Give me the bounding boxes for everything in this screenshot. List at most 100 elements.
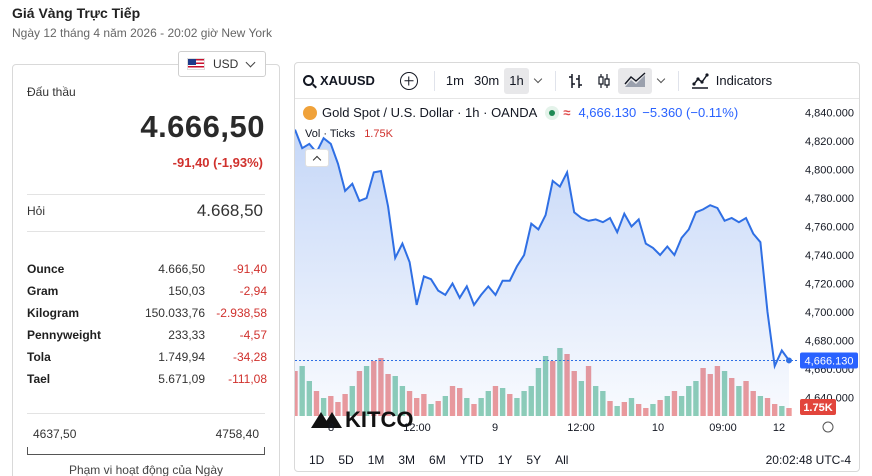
table-row: Tola 1.749,94 -34,28: [27, 346, 267, 368]
day-range-bar: [27, 447, 265, 455]
kitco-wordmark: KITCO: [345, 407, 413, 432]
price-line: [295, 129, 790, 370]
page-subtitle: Ngày 12 tháng 4 năm 2026 - 20:02 giờ New…: [12, 26, 273, 40]
table-row: Pennyweight 233,33 -4,57: [27, 324, 267, 346]
range-bar: 1D 5D 1M 3M 6M YTD 1Y 5Y All 20:02:48 UT…: [295, 447, 859, 471]
table-row: Ounce 4.666,50 -91,40: [27, 258, 267, 280]
bid-label: Đấu thầu: [27, 85, 76, 99]
chevron-down-icon: [245, 57, 256, 67]
y-tick-label: 4,840.000: [805, 108, 854, 120]
range-all-button[interactable]: All: [555, 453, 569, 467]
bars-icon: [568, 73, 582, 88]
area-chart-icon: [624, 71, 646, 87]
unit-change: -4,57: [239, 328, 267, 342]
day-range-title: Phạm vi hoạt động của Ngày: [68, 463, 224, 476]
unit-price: 150,03: [168, 284, 205, 298]
range-1m-button[interactable]: 1M: [367, 453, 385, 467]
range-6m-button[interactable]: 6M: [429, 453, 446, 467]
unit-name: Pennyweight: [27, 328, 102, 342]
toolbar-separator: [433, 70, 435, 91]
unit-name: Ounce: [27, 262, 65, 276]
area-style-button[interactable]: [617, 67, 652, 94]
range-1y-button[interactable]: 1Y: [497, 453, 513, 467]
search-icon: [303, 75, 314, 86]
divider: [27, 194, 265, 195]
unit-name: Gram: [27, 284, 59, 298]
indicators-icon: [691, 72, 709, 89]
range-ytd-button[interactable]: YTD: [459, 453, 484, 467]
unit-price: 1.749,94: [158, 350, 205, 364]
last-price-tag: [800, 352, 858, 369]
price-panel: Đấu thầu 4.666,50 -91,40 (-1,93%) Hỏi 4.…: [12, 64, 280, 476]
range-1d-button[interactable]: 1D: [309, 453, 325, 467]
candle-style-button[interactable]: [590, 68, 618, 94]
page-title: Giá Vàng Trực Tiếp: [12, 5, 141, 21]
toolbar-separator: [554, 70, 556, 91]
compare-plus-icon[interactable]: [399, 71, 418, 90]
x-tick-label: 12: [773, 422, 785, 434]
unit-price: 150.033,76: [144, 306, 205, 320]
y-tick-label: 4,720.000: [805, 279, 854, 291]
unit-change: -34,28: [232, 350, 267, 364]
interval-30m-button[interactable]: 30m: [473, 73, 500, 88]
currency-select[interactable]: USD: [178, 51, 266, 77]
interval-1m-button[interactable]: 1m: [445, 73, 464, 88]
divider: [27, 413, 265, 414]
unit-price: 5.671,09: [158, 372, 205, 386]
x-tick-label: 12:00: [403, 422, 431, 434]
chevron-up-icon: [312, 155, 322, 164]
symbol-search-button[interactable]: XAUUSD: [295, 68, 380, 94]
day-range-low: 4637,50: [33, 427, 77, 441]
volume-tag: [800, 399, 836, 415]
range-5d-button[interactable]: 5D: [338, 453, 354, 467]
y-tick-label: 4,700.000: [805, 307, 854, 319]
chart-toolbar: XAUUSD 1m 30m 1h: [295, 63, 859, 99]
gold-coin-icon: [303, 105, 317, 120]
unit-change: -91,40: [232, 262, 267, 276]
chevron-down-icon[interactable]: [656, 74, 665, 84]
unit-change: -2,94: [239, 284, 267, 298]
y-tick-label: 4,760.000: [805, 222, 854, 234]
collapse-legend-button[interactable]: [305, 149, 329, 167]
last-price-label: 4,666.130: [805, 355, 854, 367]
chevron-down-icon[interactable]: [533, 74, 542, 84]
settings-gear-icon: [822, 421, 834, 433]
x-tick-label: 12:00: [567, 422, 595, 434]
ask-value: 4.668,50: [196, 201, 263, 220]
range-3m-button[interactable]: 3M: [398, 453, 416, 467]
volume-tag-label: 1.75K: [803, 402, 832, 414]
bid-change: -91,40 (-1,93%): [172, 155, 263, 170]
unit-price: 4.666,50: [158, 262, 205, 276]
price-chart[interactable]: KITCO 4,840.000 4,820.000 4,800.000 4,780.0…: [295, 100, 860, 450]
unit-price: 233,33: [168, 328, 205, 342]
unit-name: Kilogram: [27, 306, 80, 320]
volume-value: 1.75K: [364, 128, 393, 140]
x-tick-label: 09:00: [709, 422, 737, 434]
y-tick-label: 4,800.000: [805, 165, 854, 177]
bar-style-button[interactable]: [562, 68, 590, 94]
indicators-label: Indicators: [715, 73, 773, 88]
unit-change: -2.938,58: [216, 306, 267, 320]
unit-change: -111,08: [228, 372, 267, 386]
unit-name: Tael: [27, 372, 51, 386]
last-price-dot: [786, 357, 792, 364]
y-tick-label: 4,780.000: [805, 193, 854, 205]
day-range-high: 4758,40: [215, 427, 259, 441]
table-row: Kilogram 150.033,76 -2.938,58: [27, 302, 267, 324]
kitco-watermark: KITCO: [311, 407, 413, 432]
currency-label: USD: [213, 57, 239, 71]
indicators-button[interactable]: Indicators: [685, 68, 777, 94]
market-open-icon: [545, 105, 560, 120]
volume-label: Vol · Ticks: [305, 128, 356, 140]
interval-1h-button[interactable]: 1h: [504, 67, 529, 94]
unit-name: Tola: [27, 350, 51, 364]
divider: [27, 231, 265, 232]
range-5y-button[interactable]: 5Y: [526, 453, 542, 467]
volume-legend: Vol · Ticks 1.75K: [305, 128, 393, 140]
y-tick-label: 4,820.000: [805, 136, 854, 148]
x-tick-label: 10: [652, 422, 664, 434]
y-tick-label: 4,740.000: [805, 250, 854, 262]
chart-widget: XAUUSD 1m 30m 1h: [294, 62, 860, 472]
legend-price: 4,666.130: [578, 105, 637, 120]
toolbar-separator: [677, 70, 679, 91]
